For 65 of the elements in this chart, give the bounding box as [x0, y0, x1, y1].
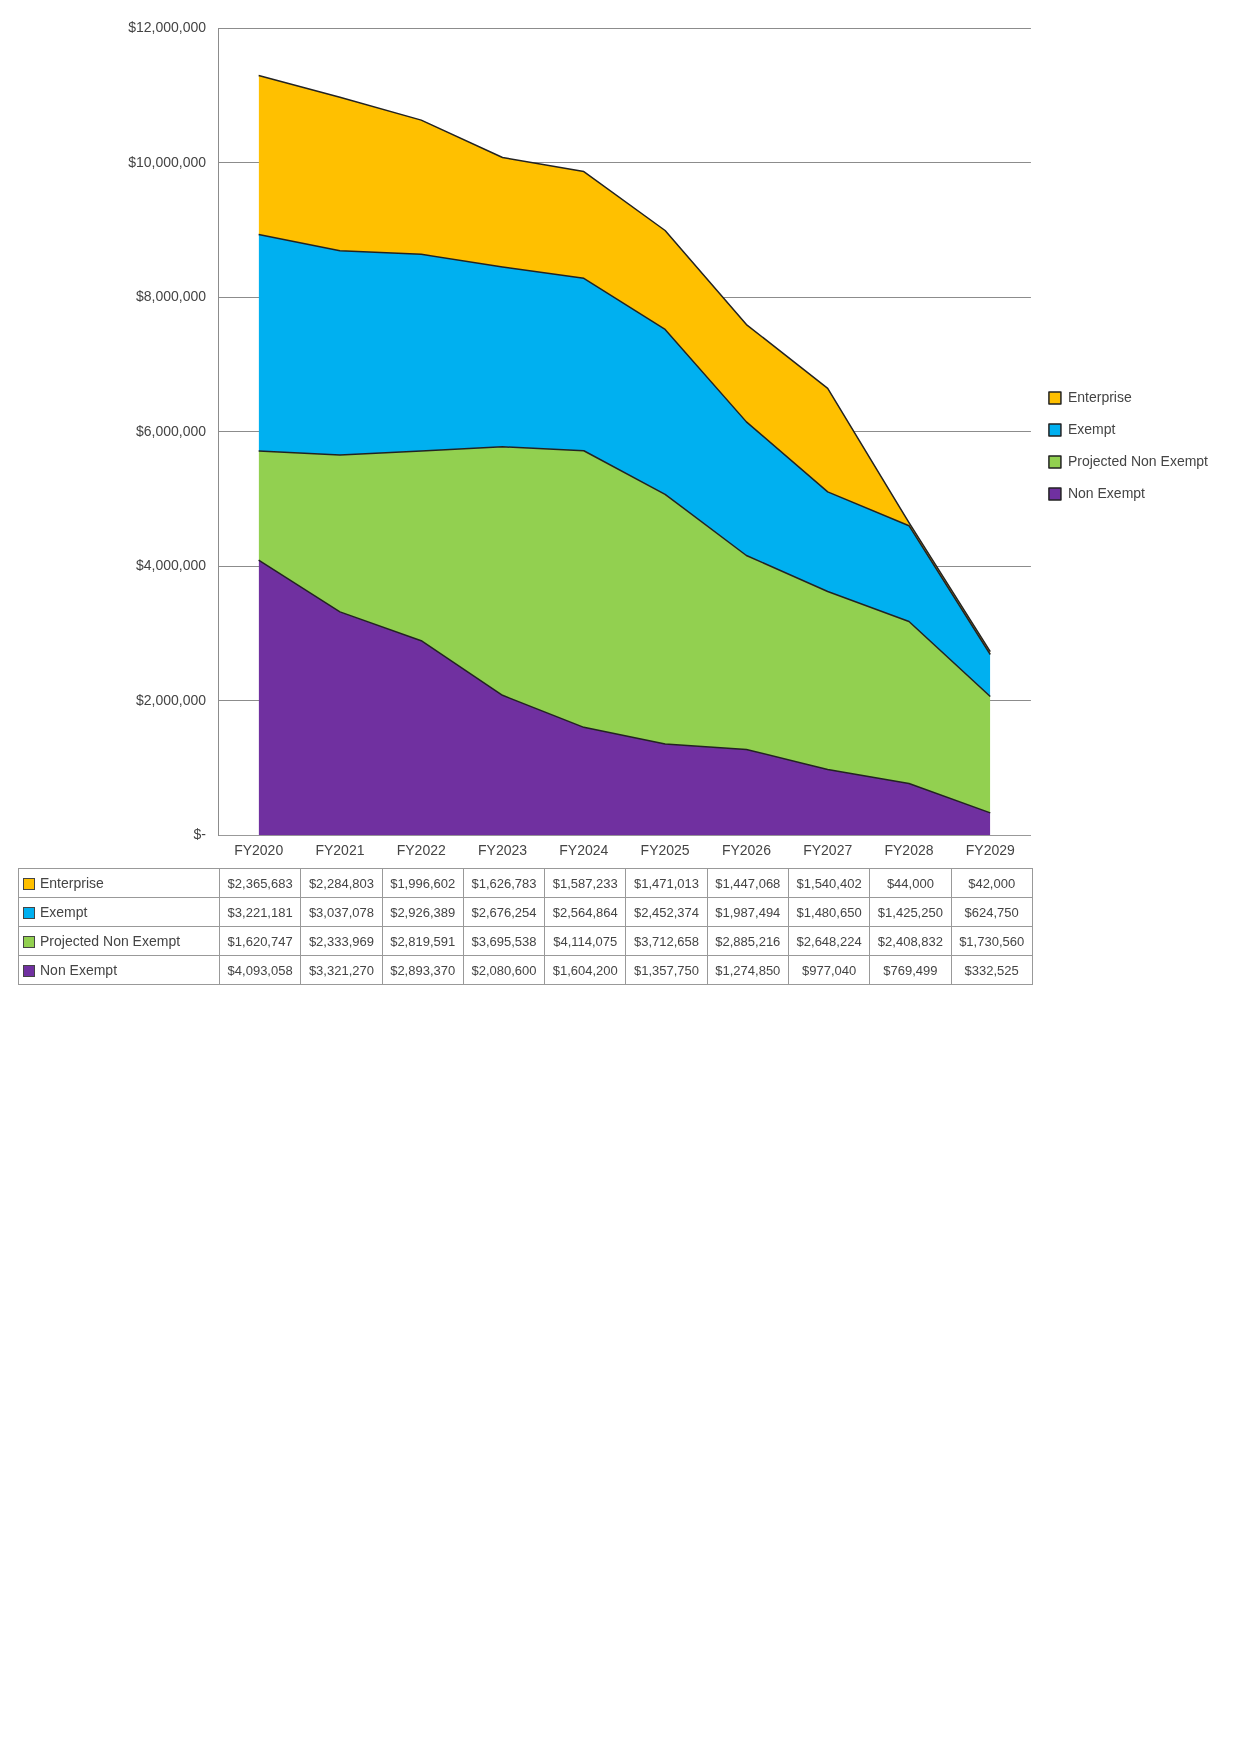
data-label: $3,695,538: [463, 926, 545, 956]
data-label: $624,750: [951, 897, 1033, 927]
y-tick-label: $10,000,000: [128, 153, 207, 170]
legend-label: Projected Non Exempt: [1067, 452, 1209, 469]
data-label: $1,730,560: [951, 926, 1033, 956]
data-label: $1,987,494: [707, 897, 789, 927]
text: Projected Non Exempt: [40, 933, 181, 950]
data-label: $1,626,783: [463, 868, 545, 898]
x-tick-label: FY2024: [559, 842, 609, 859]
legend-label: Exempt: [1067, 420, 1116, 437]
data-label: $1,996,602: [382, 868, 464, 898]
x-tick-label: FY2029: [965, 842, 1016, 859]
data-label: $2,885,216: [707, 926, 789, 956]
x-tick-label: FY2021: [315, 842, 365, 859]
x-tick-label: FY2027: [803, 842, 853, 859]
data-label: $2,648,224: [788, 926, 870, 956]
data-label: $2,333,969: [300, 926, 383, 956]
data-label: $3,712,658: [625, 926, 708, 956]
text: Exempt: [40, 904, 88, 921]
data-label: $44,000: [869, 868, 952, 898]
data-label: $3,321,270: [300, 955, 383, 985]
data-label: $2,819,591: [382, 926, 464, 956]
data-label: $2,365,683: [219, 868, 301, 898]
legend-label: Non Exempt: [1067, 484, 1146, 501]
data-label: $3,221,181: [219, 897, 301, 927]
data-label: $2,452,374: [625, 897, 708, 927]
x-tick-label: FY2022: [396, 842, 446, 859]
data-label: $3,037,078: [300, 897, 383, 927]
data-label: $2,893,370: [382, 955, 464, 985]
x-tick-label: FY2025: [640, 842, 690, 859]
data-label: $1,425,250: [869, 897, 952, 927]
legend-label: Enterprise: [1067, 388, 1132, 405]
text: Non Exempt: [40, 962, 118, 979]
y-tick-label: $6,000,000: [135, 422, 207, 439]
data-label: $2,564,864: [544, 897, 626, 927]
y-tick-label: $8,000,000: [135, 288, 207, 305]
y-tick-label: $-: [193, 826, 207, 843]
data-label: $42,000: [951, 868, 1033, 898]
y-tick-label: $12,000,000: [128, 19, 207, 36]
data-label: $1,471,013: [625, 868, 708, 898]
data-label: $2,284,803: [300, 868, 383, 898]
data-label: $1,540,402: [788, 868, 870, 898]
x-tick-label: FY2020: [234, 842, 284, 859]
y-tick-label: $4,000,000: [135, 557, 207, 574]
data-label: $1,447,068: [707, 868, 789, 898]
data-label: $769,499: [869, 955, 952, 985]
data-label: $1,604,200: [544, 955, 626, 985]
data-label: $1,274,850: [707, 955, 789, 985]
x-tick-label: FY2028: [884, 842, 934, 859]
data-label: $1,480,650: [788, 897, 870, 927]
data-label: $2,676,254: [463, 897, 545, 927]
data-label: $1,587,233: [544, 868, 626, 898]
data-label: $2,408,832: [869, 926, 952, 956]
data-label: $4,114,075: [544, 926, 626, 956]
data-label: $2,926,389: [382, 897, 464, 927]
text: Enterprise: [40, 875, 104, 892]
x-tick-label: FY2026: [721, 842, 772, 859]
data-label: $977,040: [788, 955, 870, 985]
y-tick-label: $2,000,000: [135, 691, 207, 708]
data-label: $2,080,600: [463, 955, 545, 985]
data-label: $332,525: [951, 955, 1033, 985]
data-label: $1,620,747: [219, 926, 301, 956]
x-tick-label: FY2023: [478, 842, 528, 859]
data-label: $1,357,750: [625, 955, 708, 985]
data-label: $4,093,058: [219, 955, 301, 985]
